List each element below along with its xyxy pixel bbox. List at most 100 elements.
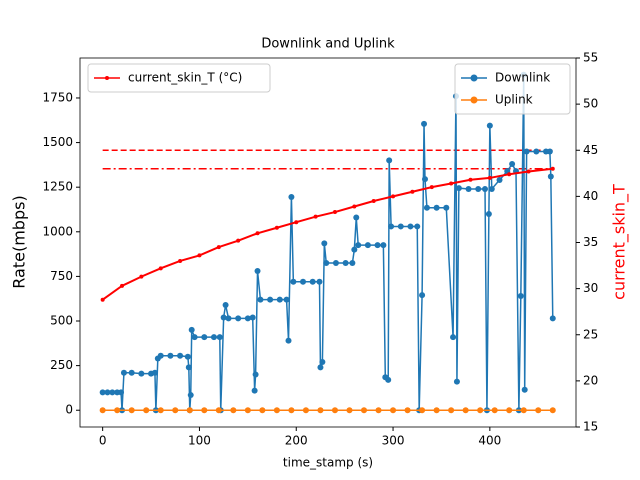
point	[550, 166, 555, 171]
point	[465, 185, 472, 192]
point	[288, 193, 295, 200]
point	[429, 185, 434, 190]
point	[433, 407, 440, 414]
y2-tick-label: 20	[583, 373, 598, 387]
legend-marker	[470, 74, 478, 82]
y-tick-label: 500	[50, 314, 73, 328]
point	[448, 407, 455, 414]
point	[216, 245, 221, 250]
y-tick-label: 1000	[42, 224, 73, 238]
point	[201, 407, 208, 414]
y-tick-label: 1250	[42, 180, 73, 194]
x-axis-label: time_stamp (s)	[283, 456, 373, 470]
y-axis-label: Rate(mbps)	[10, 195, 29, 288]
point	[178, 258, 183, 263]
point	[482, 185, 489, 192]
point	[220, 314, 227, 321]
point	[517, 293, 524, 300]
point	[128, 407, 135, 414]
point	[128, 369, 135, 376]
point	[120, 283, 125, 288]
point	[285, 337, 292, 344]
point	[172, 407, 179, 414]
point	[342, 260, 349, 267]
point	[332, 210, 337, 215]
point	[252, 371, 259, 378]
point	[487, 175, 492, 180]
point	[404, 407, 411, 414]
point	[177, 352, 184, 359]
legend-box	[454, 63, 571, 115]
x-tick-label: 0	[99, 434, 107, 448]
point	[185, 364, 192, 371]
legend-label: current_skin_T (°C)	[128, 71, 242, 85]
series-line	[102, 167, 553, 301]
plot	[99, 71, 556, 414]
point	[201, 334, 208, 341]
point	[186, 407, 193, 414]
point	[520, 407, 527, 414]
point	[419, 407, 426, 414]
point	[254, 268, 261, 275]
point	[450, 334, 457, 341]
point	[423, 204, 430, 211]
y2-tick-label: 40	[583, 189, 598, 203]
point	[167, 352, 174, 359]
point	[331, 407, 338, 414]
y2-axis-label: current_skin_T	[610, 184, 630, 300]
point	[267, 296, 274, 303]
point	[290, 278, 297, 285]
point	[251, 387, 258, 394]
point	[143, 407, 150, 414]
point	[302, 407, 309, 414]
y2-tick-label: 30	[583, 281, 598, 295]
point	[485, 210, 492, 217]
point	[236, 238, 241, 243]
x-tick-label: 100	[188, 434, 211, 448]
point	[385, 376, 392, 383]
point	[375, 407, 382, 414]
point	[443, 204, 450, 211]
point	[99, 407, 106, 414]
legend-box	[87, 63, 271, 93]
y-tick-label: 1750	[42, 90, 73, 104]
point	[288, 407, 295, 414]
point	[188, 326, 195, 333]
point	[507, 172, 512, 177]
point	[374, 242, 381, 249]
point	[523, 148, 530, 155]
legend-label: Downlink	[495, 71, 550, 85]
point	[397, 223, 404, 230]
point	[546, 148, 553, 155]
point	[100, 297, 105, 302]
y2-tick-label: 45	[583, 143, 598, 157]
point	[244, 407, 251, 414]
point	[197, 253, 202, 258]
point	[273, 407, 280, 414]
y-tick-label: 750	[50, 269, 73, 283]
point	[449, 181, 454, 186]
y2-tick-label: 35	[583, 235, 598, 249]
point	[120, 369, 127, 376]
point	[157, 352, 164, 359]
point	[230, 407, 237, 414]
point	[455, 185, 462, 192]
point	[294, 220, 299, 225]
point	[371, 198, 376, 203]
point	[351, 246, 358, 253]
point	[353, 214, 360, 221]
point	[421, 176, 428, 183]
point	[453, 378, 460, 385]
point	[391, 194, 396, 199]
point	[118, 389, 125, 396]
point	[283, 296, 290, 303]
point	[419, 292, 426, 299]
y2-tick-label: 25	[583, 327, 598, 341]
point	[407, 223, 414, 230]
y-tick-label: 250	[50, 358, 73, 372]
point	[138, 370, 145, 377]
point	[468, 177, 473, 182]
point	[475, 185, 482, 192]
point	[139, 274, 144, 279]
